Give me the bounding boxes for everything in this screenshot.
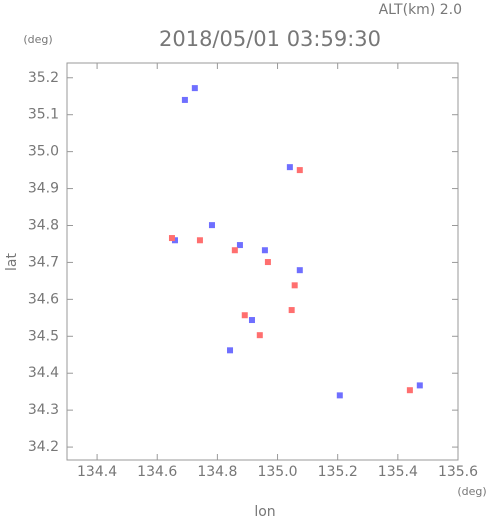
y-tick-label: 34.6 [28, 291, 59, 307]
y-tick-label: 34.9 [28, 181, 59, 197]
echo-point [256, 332, 263, 339]
y-tick-label: 34.7 [28, 254, 59, 270]
y-tick-label: 34.4 [28, 365, 59, 381]
x-tick-label: 135.6 [438, 464, 478, 480]
echo-point [181, 96, 188, 103]
echo-point [286, 164, 293, 171]
x-tick-label: 134.6 [137, 464, 177, 480]
echo-point [236, 242, 243, 249]
y-unit: (deg) [23, 33, 52, 46]
echo-point [296, 167, 303, 174]
echo-point [336, 392, 343, 399]
echo-point [291, 282, 298, 289]
echo-point [196, 237, 203, 244]
x-tick-label: 135.4 [378, 464, 418, 480]
echo-point [241, 312, 248, 319]
x-tick-label: 135.0 [257, 464, 297, 480]
echo-point [171, 237, 178, 244]
plot-frame [66, 62, 459, 461]
y-axis-label: lat [4, 253, 20, 271]
x-unit: (deg) [457, 485, 486, 498]
x-tick-label: 135.2 [318, 464, 358, 480]
y-tick-label: 35.2 [28, 70, 59, 86]
x-tick-label: 134.4 [77, 464, 117, 480]
echo-point [264, 259, 271, 266]
echo-point [261, 247, 268, 254]
echo-point [248, 317, 255, 324]
chart-subtitle: ALT(km) 2.0 [379, 2, 462, 18]
chart-title: 2018/05/01 03:59:30 [159, 27, 381, 51]
echo-point [231, 247, 238, 254]
y-tick-label: 34.2 [28, 439, 59, 455]
y-tick-label: 35.1 [28, 107, 59, 123]
x-tick-label: 134.8 [197, 464, 237, 480]
x-axis-label: lon [254, 504, 275, 520]
echo-point [168, 235, 175, 242]
y-tick-label: 34.3 [28, 402, 59, 418]
echo-point [416, 382, 423, 389]
echo-point [296, 267, 303, 274]
y-tick-label: 34.5 [28, 328, 59, 344]
echo-point [288, 307, 295, 314]
echo-point [406, 387, 413, 394]
echo-point [208, 222, 215, 229]
echo-point [227, 347, 234, 354]
echo-point [191, 85, 198, 92]
y-tick-label: 35.0 [28, 144, 59, 160]
y-tick-label: 34.8 [28, 217, 59, 233]
